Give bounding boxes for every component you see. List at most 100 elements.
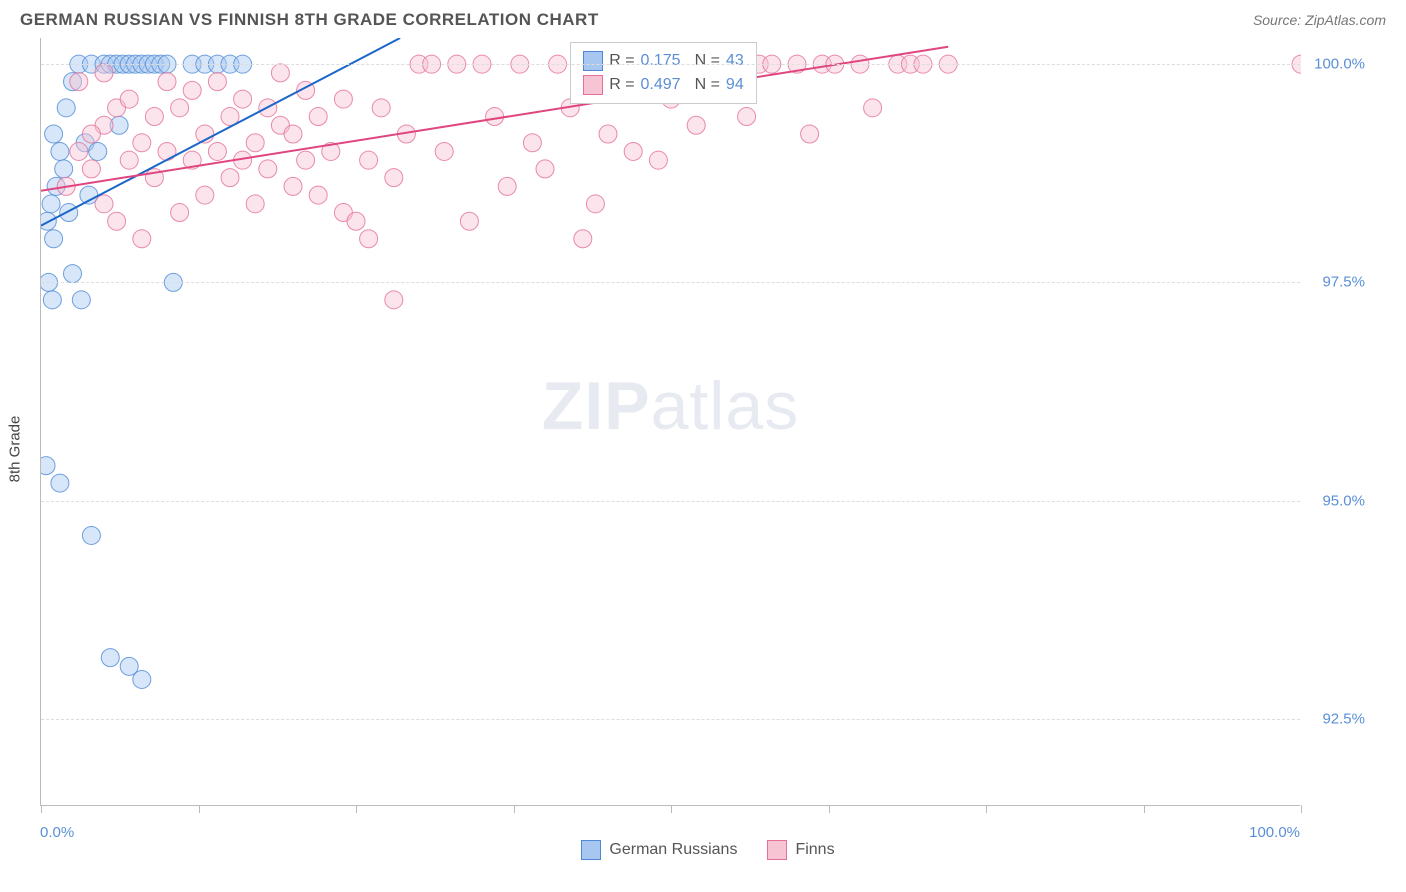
chart-header: GERMAN RUSSIAN VS FINNISH 8TH GRADE CORR… [0,0,1406,38]
data-point [385,291,403,309]
data-point [586,195,604,213]
data-point [51,142,69,160]
data-point [599,125,617,143]
data-point [45,230,63,248]
x-tick-label: 0.0% [40,824,74,841]
data-point [171,204,189,222]
data-point [360,151,378,169]
gridline [41,282,1300,283]
data-point [57,99,75,117]
r-label: R = [609,76,634,94]
data-point [82,526,100,544]
data-point [133,230,151,248]
data-point [347,212,365,230]
legend-item: German Russians [581,840,737,860]
data-point [42,195,60,213]
r-value: 0.497 [641,76,681,94]
data-point [82,125,100,143]
data-point [70,142,88,160]
data-point [372,99,390,117]
data-point [259,160,277,178]
legend-item: Finns [767,840,834,860]
data-point [334,90,352,108]
x-tick-label: 100.0% [1249,824,1300,841]
data-point [41,457,55,475]
data-point [60,204,78,222]
data-point [72,291,90,309]
source-attribution: Source: ZipAtlas.com [1253,12,1386,28]
data-point [523,134,541,152]
data-point [498,177,516,195]
gridline [41,501,1300,502]
data-point [360,230,378,248]
data-point [309,108,327,126]
data-point [133,134,151,152]
stats-legend: R = 0.175 N = 43 R = 0.497 N = 94 [570,42,757,104]
data-point [297,151,315,169]
data-point [51,474,69,492]
data-point [158,73,176,91]
legend-swatch [581,840,601,860]
data-point [208,142,226,160]
data-point [624,142,642,160]
data-point [435,142,453,160]
r-value: 0.175 [641,52,681,70]
data-point [64,265,82,283]
gridline [41,64,1300,65]
legend-swatch [583,51,603,71]
y-tick-label: 100.0% [1314,56,1365,73]
data-point [208,73,226,91]
data-point [45,125,63,143]
data-point [738,108,756,126]
data-point [574,230,592,248]
legend-row: R = 0.497 N = 94 [583,73,744,97]
data-point [95,195,113,213]
chart-title: GERMAN RUSSIAN VS FINNISH 8TH GRADE CORR… [20,10,599,30]
data-point [55,160,73,178]
n-value: 43 [726,52,744,70]
chart-container: 8th Grade ZIPatlas R =0.175N =43R =0.497… [40,38,1376,860]
y-tick-label: 92.5% [1322,710,1365,727]
data-point [95,64,113,82]
gridline [41,719,1300,720]
bottom-legend: German Russians Finns [40,840,1376,860]
data-point [70,73,88,91]
y-tick-label: 97.5% [1322,274,1365,291]
data-point [158,142,176,160]
plot-area: ZIPatlas R =0.175N =43R =0.497N =94 92.5… [40,38,1300,806]
data-point [649,151,667,169]
data-point [309,186,327,204]
data-point [43,291,61,309]
data-point [101,649,119,667]
data-point [234,90,252,108]
data-point [108,212,126,230]
data-point [246,134,264,152]
data-point [246,195,264,213]
data-point [460,212,478,230]
data-point [133,670,151,688]
n-label: N = [695,76,720,94]
data-point [801,125,819,143]
n-label: N = [695,52,720,70]
trend-line [41,47,948,191]
data-point [196,186,214,204]
legend-label: German Russians [609,841,737,859]
x-tick [1301,805,1302,813]
r-label: R = [609,52,634,70]
data-point [536,160,554,178]
data-point [171,99,189,117]
n-value: 94 [726,76,744,94]
data-point [221,169,239,187]
legend-label: Finns [795,841,834,859]
data-point [145,108,163,126]
data-point [82,160,100,178]
scatter-svg [41,38,1301,806]
y-axis-label: 8th Grade [7,416,24,483]
data-point [486,108,504,126]
data-point [687,116,705,134]
data-point [271,64,289,82]
legend-row: R = 0.175 N = 43 [583,49,744,73]
data-point [385,169,403,187]
data-point [120,90,138,108]
data-point [864,99,882,117]
